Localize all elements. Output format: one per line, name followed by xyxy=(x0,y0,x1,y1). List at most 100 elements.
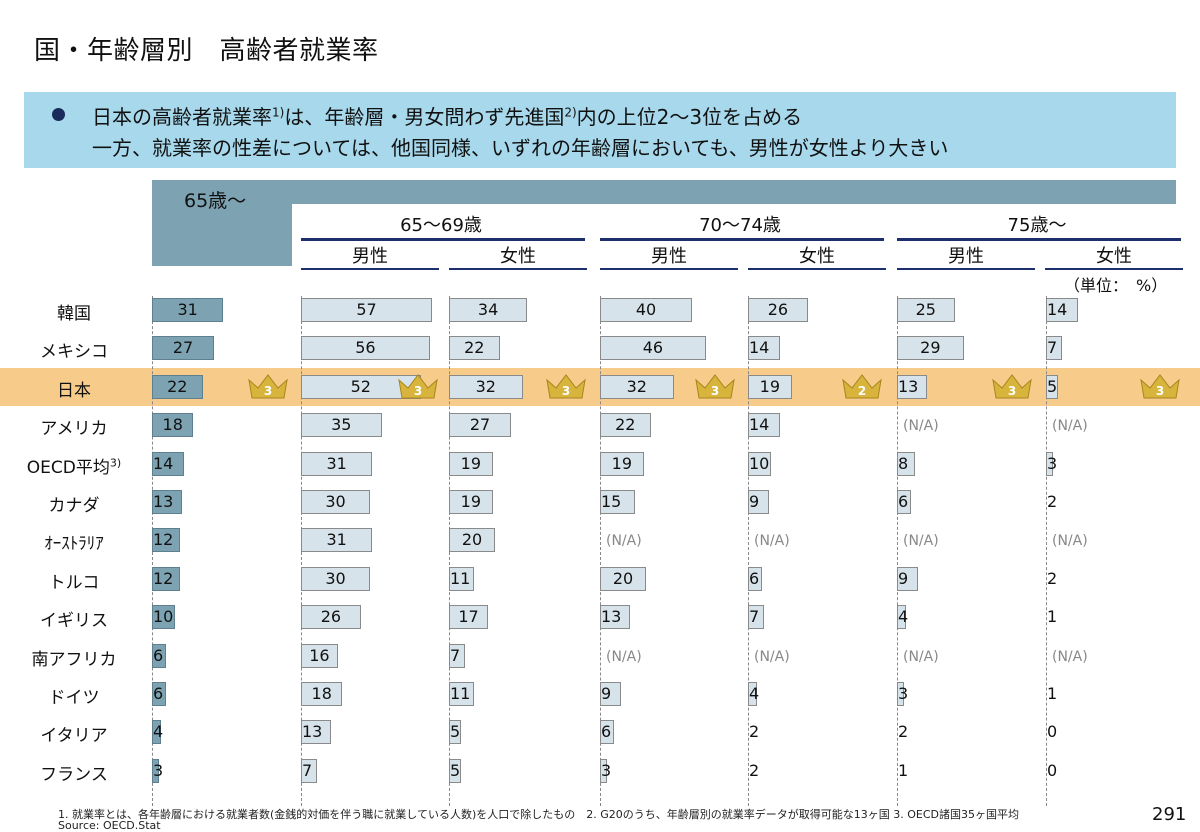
bar xyxy=(449,566,475,591)
country-label: 日本 xyxy=(57,380,91,401)
rank-number: 3 xyxy=(562,384,570,398)
bar xyxy=(301,643,338,668)
axis-line-3 xyxy=(600,296,602,806)
bar-value: 57 xyxy=(356,300,377,319)
bar-value: 26 xyxy=(767,300,789,319)
header-65plus: 65歳～ xyxy=(184,190,247,212)
na-label: (N/A) xyxy=(1052,418,1088,435)
bar xyxy=(301,720,331,745)
bar xyxy=(301,336,430,361)
bar xyxy=(600,298,692,322)
na-label: (N/A) xyxy=(903,533,939,550)
bar xyxy=(1046,298,1079,322)
bullet-icon xyxy=(52,108,65,121)
footnote-ref-2: 2) xyxy=(564,105,577,120)
bar-value: 19 xyxy=(460,453,482,473)
rank-number: 2 xyxy=(858,384,866,398)
bar-value: 6 xyxy=(749,568,760,588)
rank-crown-icon: 3 xyxy=(1140,373,1180,399)
bar-value: 32 xyxy=(626,376,647,396)
bar xyxy=(1046,374,1058,399)
rank-crown-icon: 3 xyxy=(248,373,288,399)
bar-value: 6 xyxy=(153,645,164,665)
source-note: Source: OECD.Stat xyxy=(58,819,161,832)
page-title: 国・年齢層別 高齢者就業率 xyxy=(34,36,379,66)
bar-value: 3 xyxy=(153,760,164,780)
bar-value: 5 xyxy=(450,760,461,780)
bar xyxy=(748,605,765,630)
country-label: 韓国 xyxy=(57,304,91,324)
bar-value: 52 xyxy=(350,376,371,396)
rank-crown-icon: 3 xyxy=(398,373,438,399)
bar-value: 2 xyxy=(749,722,760,742)
bar-value: 34 xyxy=(477,300,499,319)
bar xyxy=(1046,451,1053,476)
bar xyxy=(600,374,674,399)
bar-value: 16 xyxy=(309,645,330,665)
bar xyxy=(301,490,370,514)
bar xyxy=(301,451,373,476)
bar xyxy=(600,336,706,361)
bar-value: 0 xyxy=(1047,722,1058,742)
country-label: アメリカ xyxy=(40,419,108,440)
bar-value: 6 xyxy=(898,492,909,511)
age-group-rule-0 xyxy=(301,238,585,241)
axis-line-5 xyxy=(897,296,899,806)
bar-value: 5 xyxy=(1047,376,1058,396)
bar xyxy=(449,528,495,553)
summary-line-1-a: 日本の高齢者就業率 xyxy=(92,105,272,129)
bar-value: 27 xyxy=(469,415,491,435)
rank-number: 3 xyxy=(264,384,272,398)
bar xyxy=(301,413,382,438)
bar xyxy=(748,490,769,514)
bar-value: 6 xyxy=(153,684,164,703)
bar-value: 3 xyxy=(1047,453,1058,473)
na-label: (N/A) xyxy=(606,533,642,550)
bar xyxy=(449,643,466,668)
rank-number: 3 xyxy=(711,384,719,398)
bar-value: 5 xyxy=(450,722,461,742)
summary-line-1-c: 内の上位2～3位を占める xyxy=(576,105,803,129)
na-label: (N/A) xyxy=(754,533,790,550)
bar-value: 30 xyxy=(325,492,346,511)
bar xyxy=(301,605,361,630)
sex-rule-2-0 xyxy=(897,268,1035,270)
bar xyxy=(748,298,808,322)
bar xyxy=(897,566,918,591)
bar-value: 22 xyxy=(464,338,485,358)
bar-value: 15 xyxy=(601,492,622,511)
country-label: 南アフリカ xyxy=(31,649,117,670)
bar-value: 14 xyxy=(749,415,770,435)
bar-value: 40 xyxy=(635,300,657,319)
bar-value: 9 xyxy=(898,568,909,588)
bar xyxy=(152,528,180,553)
bar xyxy=(600,758,607,783)
bar-value: 12 xyxy=(153,530,174,550)
page-number: 291 xyxy=(1152,804,1187,825)
country-label: メキシコ xyxy=(40,342,108,363)
na-label: (N/A) xyxy=(1052,533,1088,550)
bar xyxy=(897,336,964,361)
sex-rule-0-1 xyxy=(449,268,587,270)
bar xyxy=(748,413,781,438)
country-label: ドイツ xyxy=(48,688,100,708)
bar-value: 2 xyxy=(1047,492,1058,511)
bar xyxy=(301,528,373,553)
bar xyxy=(897,451,916,476)
bar-value: 18 xyxy=(162,415,183,435)
bar-value: 31 xyxy=(326,530,347,550)
bar xyxy=(449,490,493,514)
rank-crown-icon: 2 xyxy=(842,373,882,399)
header-band-total xyxy=(152,180,292,266)
na-label: (N/A) xyxy=(754,648,790,665)
bar-value: 11 xyxy=(450,684,471,703)
bar-value: 22 xyxy=(167,376,188,396)
summary-line-1-b: は、年齢層・男女問わず先進国 xyxy=(284,105,565,129)
bar xyxy=(748,374,792,399)
bar-value: 0 xyxy=(1047,760,1058,780)
bar-value: 3 xyxy=(601,760,612,780)
bar-value: 27 xyxy=(172,338,194,358)
bar-value: 14 xyxy=(749,338,770,358)
bar xyxy=(600,451,644,476)
country-label: イギリス xyxy=(40,611,108,632)
